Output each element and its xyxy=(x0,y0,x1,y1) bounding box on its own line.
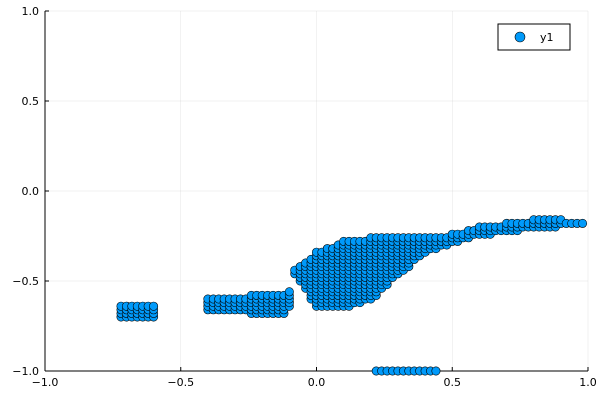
x-tick-label: 0.5 xyxy=(444,376,462,389)
x-tick-label: 0.0 xyxy=(308,376,326,389)
y-tick-label: 1.0 xyxy=(22,5,40,18)
axes xyxy=(44,10,589,372)
x-tick-label: −1.0 xyxy=(32,376,59,389)
y-tick-label: −0.5 xyxy=(12,275,39,288)
legend-marker xyxy=(514,31,526,43)
data-points xyxy=(116,215,588,376)
scatter-point xyxy=(578,218,588,228)
x-tick-label: 1.0 xyxy=(579,376,597,389)
y-tick-label: 0.5 xyxy=(22,95,40,108)
scatter-point xyxy=(431,366,441,376)
scatter-point xyxy=(284,287,294,297)
legend: y1 xyxy=(497,23,571,51)
legend-label: y1 xyxy=(540,31,554,44)
x-tick-label: −0.5 xyxy=(167,376,194,389)
y-tick-label: −1.0 xyxy=(12,365,39,378)
legend-box xyxy=(497,23,571,51)
scatter-point xyxy=(149,301,159,311)
tick-labels: −1.0 −0.5 0.0 0.5 1.0 −1.0 −0.5 0.0 0.5 1.0 xyxy=(12,5,596,389)
y-tick-label: 0.0 xyxy=(22,185,40,198)
